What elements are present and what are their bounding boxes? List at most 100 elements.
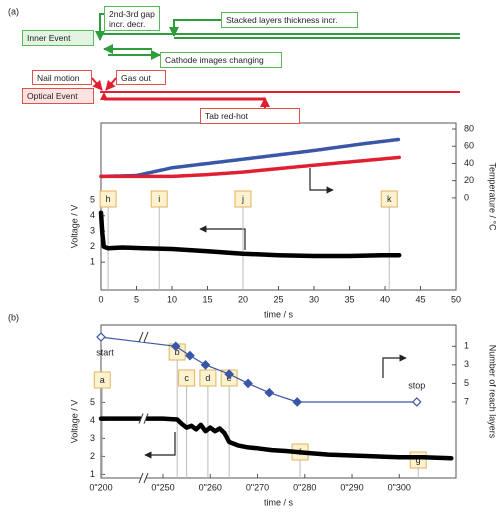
series-line (98, 210, 402, 259)
series-marker (96, 332, 106, 342)
x-tick-label: 50 (451, 294, 461, 304)
x-tick-label: 0"300 (388, 482, 411, 492)
y2-tick-label: 7 (464, 396, 469, 406)
axis-break-gap (141, 473, 146, 483)
arrow (95, 13, 105, 41)
annotation-label: a (100, 375, 105, 385)
event-note: Tab red-hot (200, 108, 300, 124)
arrow (105, 77, 117, 91)
event-note: Nail motion (32, 70, 92, 85)
event-note: Gas out (116, 70, 166, 85)
annotation-box (93, 371, 111, 389)
note: stop (408, 380, 425, 390)
annotation-box (380, 190, 398, 208)
panel-label: (b) (8, 312, 19, 322)
axis-arrow (382, 354, 407, 378)
series-marker (292, 397, 303, 407)
x-tick-label: 0"270 (246, 482, 269, 492)
axis-break-gap (141, 332, 146, 343)
y-tick-label: 3 (90, 433, 95, 443)
event-note: Stacked layers thickness incr. (221, 12, 358, 28)
y2-tick-label: 80 (464, 123, 474, 133)
annotation-box (150, 190, 168, 208)
axis-break (138, 413, 149, 424)
y-tick-label: 5 (90, 195, 95, 205)
axis-break (138, 472, 149, 484)
x-tick-label: 0"200 (89, 482, 112, 492)
y2-tick-label: 60 (464, 141, 474, 151)
x-tick-label: 35 (344, 294, 354, 304)
x-tick-label: 0 (98, 294, 103, 304)
y2-tick-label: 20 (464, 175, 474, 185)
event-note: Cathode images changing (160, 52, 282, 68)
axis-break (138, 331, 149, 343)
series-line (100, 336, 418, 403)
y-tick-label: 4 (90, 415, 95, 425)
x-tick-label: 10 (167, 294, 177, 304)
annotation-box (234, 190, 252, 208)
x-axis-label: time / s (264, 309, 294, 319)
y2-tick-label: 5 (464, 378, 469, 388)
y2-tick-label: 1 (464, 341, 469, 351)
series-line (99, 155, 401, 179)
annotation-label: d (205, 373, 210, 383)
annotation-label: h (106, 194, 111, 204)
y-tick-label: 2 (90, 451, 95, 461)
event-marker (100, 92, 108, 100)
series-line (98, 416, 454, 461)
series-marker (243, 378, 253, 389)
y-axis-label: Voltage / V (69, 400, 79, 444)
axis-break-gap (141, 413, 146, 424)
series-marker (411, 397, 422, 407)
arrow (91, 77, 103, 91)
annotation-label: b (175, 347, 180, 357)
series-marker (200, 360, 211, 370)
y-tick-label: 1 (90, 469, 95, 479)
arrow (169, 19, 221, 37)
series-marker (185, 350, 195, 361)
annotation-box (178, 369, 196, 387)
x-axis-label: time / s (264, 497, 294, 507)
x-tick-label: 25 (273, 294, 283, 304)
axis-arrow (144, 432, 176, 459)
y-tick-label: 1 (90, 257, 95, 267)
y-tick-label: 2 (90, 241, 95, 251)
annotation-label: j (241, 194, 244, 204)
x-tick-label: 30 (309, 294, 319, 304)
series-marker (224, 369, 235, 379)
x-tick-label: 0"280 (293, 482, 316, 492)
annotation-label: g (416, 455, 421, 465)
event-note: 2nd-3rd gap incr. decr. (104, 6, 160, 31)
y2-tick-label: 40 (464, 158, 474, 168)
series-line (99, 137, 401, 179)
series-marker (170, 341, 181, 352)
annotation-box (199, 369, 217, 387)
x-tick-label: 0"290 (340, 482, 363, 492)
y-tick-label: 3 (90, 226, 95, 236)
y2-tick-label: 0 (464, 192, 469, 202)
y-tick-label: 4 (90, 210, 95, 220)
annotation-label: i (158, 194, 160, 204)
x-tick-label: 0"250 (151, 482, 174, 492)
note: start (96, 347, 114, 357)
x-tick-label: 20 (238, 294, 248, 304)
y2-tick-label: 3 (464, 359, 469, 369)
y2-axis-label: Number of reach layers (488, 345, 498, 439)
axis-arrow (199, 225, 246, 250)
annotation-label: c (184, 373, 189, 383)
event-label: Optical Event (22, 88, 94, 104)
annotation-box (99, 190, 117, 208)
x-tick-label: 40 (380, 294, 390, 304)
y-tick-label: 5 (90, 397, 95, 407)
x-tick-label: 5 (134, 294, 139, 304)
annotation-label: k (387, 194, 392, 204)
panel-label: (a) (8, 6, 19, 16)
x-tick-label: 0"260 (199, 482, 222, 492)
y-axis-label: Voltage / V (69, 205, 79, 249)
y2-axis-label: Temperature / °C (488, 162, 498, 231)
event-label: Inner Event (22, 30, 94, 46)
x-tick-label: 45 (415, 294, 425, 304)
x-tick-label: 15 (202, 294, 212, 304)
